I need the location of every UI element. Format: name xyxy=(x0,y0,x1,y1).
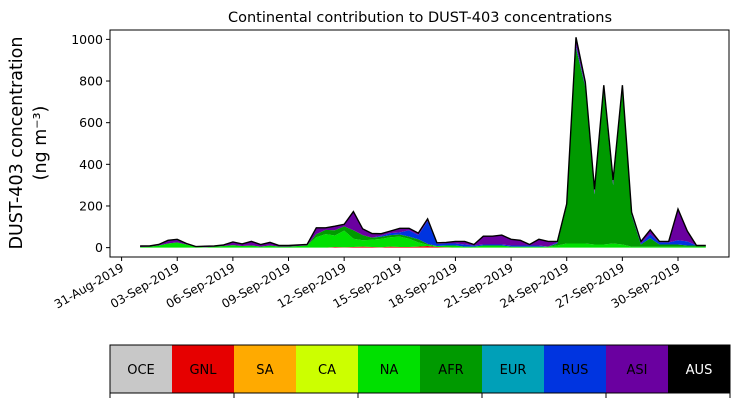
colorbar-cell-sa xyxy=(234,345,297,393)
colorbar-cell-oce xyxy=(110,345,173,393)
colorbar-frame xyxy=(109,344,731,394)
colorbar-cell-afr xyxy=(420,345,483,393)
colorbar-label: GNL xyxy=(189,363,217,378)
plot-frame xyxy=(109,29,730,258)
colorbar-cell-eur xyxy=(482,345,545,393)
area-afr xyxy=(140,47,706,248)
chart-title: Continental contribution to DUST-403 con… xyxy=(228,10,612,26)
colorbar-label: CA xyxy=(318,363,336,378)
area-gnl xyxy=(140,246,706,248)
plot-area xyxy=(140,37,706,248)
colorbar-cell-aus xyxy=(668,345,731,393)
y-tick-label: 400 xyxy=(79,157,103,172)
colorbar-label: OCE xyxy=(127,363,155,378)
y-axis: 0 200 400 600 800 1000 xyxy=(71,32,110,255)
colorbar-label: AUS xyxy=(686,363,713,378)
colorbar-cell-na xyxy=(358,345,421,393)
colorbar-label: SA xyxy=(256,363,273,378)
colorbar-cell-asi xyxy=(606,345,669,393)
total-outline xyxy=(140,37,706,248)
y-tick-label: 600 xyxy=(79,115,103,130)
area-na xyxy=(140,230,706,248)
colorbar-cell-gnl xyxy=(172,345,235,393)
y-axis-label: DUST-403 concentration (ng m⁻³) xyxy=(7,37,51,250)
region-colorbar: OCE GNL SA CA NA AFR EUR RUS ASI AUS xyxy=(109,344,731,398)
y-tick-label: 0 xyxy=(95,240,103,255)
y-axis-label-line1: DUST-403 concentration xyxy=(7,37,27,250)
x-axis: 31-Aug-201903-Sep-201906-Sep-201909-Sep-… xyxy=(52,257,682,311)
y-tick-label: 1000 xyxy=(71,32,103,47)
colorbar-label: AFR xyxy=(438,363,463,378)
y-tick-label: 800 xyxy=(79,74,103,89)
colorbar-label: ASI xyxy=(627,363,648,378)
colorbar-label: RUS xyxy=(562,363,589,378)
y-tick-label: 200 xyxy=(79,198,103,213)
colorbar-cell-ca xyxy=(296,345,359,393)
y-axis-label-line2: (ng m⁻³) xyxy=(31,106,51,181)
colorbar-label: NA xyxy=(380,363,399,378)
colorbar-label: EUR xyxy=(500,363,527,378)
colorbar-cell-rus xyxy=(544,345,607,393)
